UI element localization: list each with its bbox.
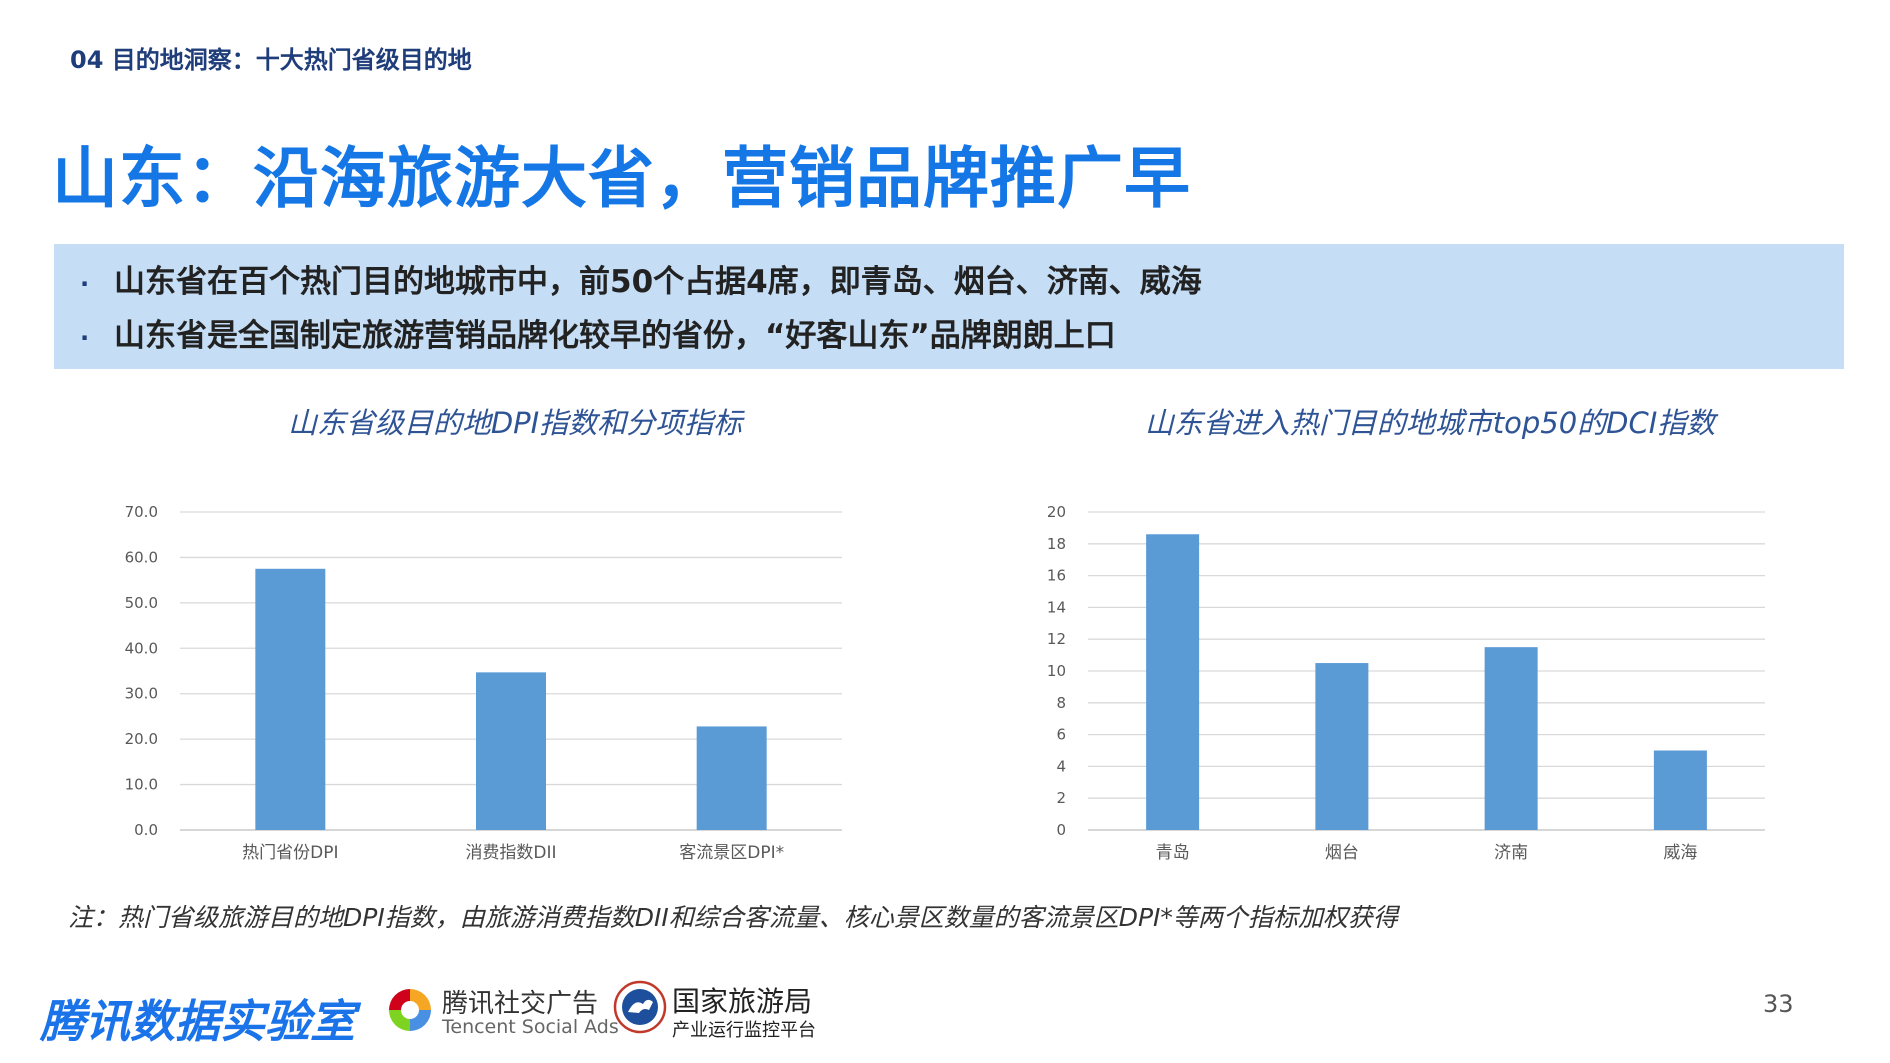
chart-dpi: 0.0 10.0 20.0 30.0 40.0 50.0 60.0 70.0 热门省份DPI 消费… [125,503,842,863]
y-tick-label: 70.0 [125,503,158,521]
footnote: 注：热门省级旅游目的地DPI指数，由旅游消费指数DII和综合客流量、核心景区数量… [68,903,1398,932]
chart-title-dpi: 山东省级目的地DPI指数和分项指标 [287,406,743,440]
y-tick-label: 50.0 [125,594,158,612]
y-tick-label: 30.0 [125,685,158,703]
bar [1315,663,1369,830]
page-number: 33 [1763,990,1794,1018]
y-tick-label: 16 [1047,567,1066,585]
cnta-name: 国家旅游局 [672,985,813,1018]
bullet-text: 山东省是全国制定旅游营销品牌化较早的省份，“好客山东”品牌朗朗上口 [114,318,1116,354]
chart-title-dci: 山东省进入热门目的地城市top50的DCI指数 [1144,406,1716,440]
section-label: 04 目的地洞察：十大热门省级目的地 [70,46,472,74]
bar [476,672,546,830]
bar [1484,647,1538,830]
y-tick-label: 14 [1047,598,1066,616]
y-tick-label: 20.0 [125,730,158,748]
y-tick-label: 2 [1056,789,1066,807]
y-tick-label: 4 [1056,757,1066,775]
y-tick-label: 10.0 [125,776,158,794]
y-tick-label: 6 [1056,726,1066,744]
bullet-item: · 山东省是全国制定旅游营销品牌化较早的省份，“好客山东”品牌朗朗上口 [80,310,1116,355]
y-tick-label: 10 [1047,662,1066,680]
cnta-subtitle: 产业运行监控平台 [672,1020,816,1041]
tencent-social-ads-name-en: Tencent Social Ads [442,1016,619,1038]
y-tick-label: 12 [1047,630,1066,648]
page-title: 山东：沿海旅游大省，营销品牌推广早 [52,140,1191,217]
y-tick-label: 0.0 [134,821,158,839]
bar [1146,534,1200,830]
bullet-dot-icon: · [80,270,90,298]
bullet-item: · 山东省在百个热门目的地城市中，前50个占据4席，即青岛、烟台、济南、威海 [80,256,1202,301]
x-category-label: 青岛 [1156,843,1190,863]
summary-box: · 山东省在百个热门目的地城市中，前50个占据4席，即青岛、烟台、济南、威海 · 山… [54,244,1844,369]
y-tick-label: 8 [1056,694,1066,712]
tencent-social-ads-icon [389,989,431,1031]
chart-dci: 0 2 4 6 8 10 12 14 16 18 20 青岛 烟台 济南 威海 [1047,503,1765,863]
x-category-label: 消费指数DII [465,843,556,863]
y-tick-label: 18 [1047,535,1066,553]
y-tick-label: 60.0 [125,548,158,566]
bar [696,726,767,830]
x-category-label: 热门省份DPI [242,843,338,863]
y-tick-label: 40.0 [125,639,158,657]
bar [1653,750,1707,830]
bullet-dot-icon: · [80,324,90,352]
y-tick-label: 20 [1047,503,1066,521]
x-category-label: 威海 [1663,843,1697,863]
x-category-label: 烟台 [1325,843,1359,863]
tencent-data-lab-logo: 腾讯数据实验室 [40,995,356,1048]
cnta-emblem-icon [613,980,667,1034]
x-category-label: 济南 [1494,843,1528,863]
tencent-social-ads-name: 腾讯社交广告 [442,989,599,1019]
bullet-text: 山东省在百个热门目的地城市中，前50个占据4席，即青岛、烟台、济南、威海 [114,264,1202,300]
bar [255,568,326,830]
y-tick-label: 0 [1056,821,1066,839]
x-category-label: 客流景区DPI* [679,843,784,863]
